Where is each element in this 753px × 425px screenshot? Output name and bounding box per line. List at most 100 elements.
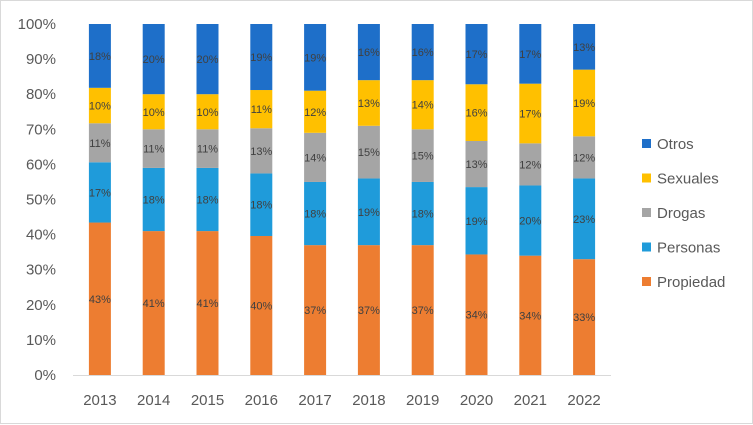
bar-segment-sexuales (88, 87, 111, 124)
data-label: 17% (465, 49, 487, 61)
data-label: 37% (304, 305, 326, 317)
data-label: 10% (143, 107, 165, 119)
y-tick-label: 30% (26, 262, 56, 279)
bar-segment-personas (465, 187, 488, 255)
data-label: 19% (250, 52, 272, 64)
legend-label-sexuales: Sexuales (657, 171, 719, 188)
data-label: 40% (250, 300, 272, 312)
data-label: 18% (304, 209, 326, 221)
bar-segment-otros (465, 24, 488, 85)
bar-segment-personas (88, 162, 111, 223)
legend: Otros Sexuales Drogas Personas Propiedad (642, 136, 725, 291)
x-axis: 2013 2014 2015 2016 2017 2018 2019 2020 2021 2022 (83, 392, 601, 409)
bar-segment-sexuales (142, 94, 165, 130)
bar-segment-drogas (88, 123, 111, 163)
data-label: 12% (573, 152, 595, 164)
x-tick-label: 2013 (83, 392, 116, 409)
data-label: 11% (197, 144, 218, 156)
bar-segment-propiedad (465, 254, 488, 375)
legend-swatch-sexuales (642, 173, 651, 183)
data-label: 19% (465, 216, 487, 228)
bar-segment-personas (250, 173, 273, 236)
x-tick-label: 2014 (137, 392, 170, 409)
bar-segment-drogas (573, 136, 596, 179)
bar-segment-otros (519, 24, 542, 84)
bar-segment-otros (196, 24, 219, 95)
data-label: 20% (143, 54, 165, 66)
bar-segment-propiedad (304, 245, 327, 375)
data-label: 33% (573, 312, 595, 324)
data-label: 11% (143, 144, 164, 156)
y-tick-label: 20% (26, 297, 56, 314)
data-label: 17% (89, 187, 111, 199)
data-label: 16% (358, 47, 380, 59)
x-tick-label: 2020 (460, 392, 493, 409)
bar-segment-drogas (465, 141, 488, 188)
data-label: 18% (196, 195, 218, 207)
data-label: 16% (465, 108, 487, 120)
bar-segment-otros (250, 24, 273, 91)
bar-segment-propiedad (519, 255, 542, 375)
data-label: 11% (251, 104, 272, 116)
data-label: 34% (519, 310, 541, 322)
data-label: 19% (304, 52, 326, 64)
bar-segment-sexuales (465, 84, 488, 141)
x-tick-label: 2019 (406, 392, 439, 409)
x-tick-label: 2021 (514, 392, 547, 409)
data-label: 17% (519, 49, 541, 61)
y-tick-label: 10% (26, 332, 56, 349)
bar-segment-propiedad (573, 259, 596, 375)
data-label: 13% (358, 98, 380, 110)
y-tick-label: 100% (18, 16, 56, 33)
data-label: 10% (89, 101, 111, 113)
bar-segment-otros (142, 24, 165, 95)
bar-segment-sexuales (304, 90, 327, 133)
bar-segment-propiedad (142, 231, 165, 375)
data-label: 14% (304, 152, 326, 164)
data-label: 12% (304, 107, 326, 119)
y-tick-label: 50% (26, 192, 56, 209)
data-label: 23% (573, 214, 595, 226)
bars: 43% 17% 11% 10% 18% 41% 18% 11% 10% 20% 41% 18% 11% 1… (89, 24, 595, 375)
bar-segment-otros (573, 24, 596, 70)
data-label: 14% (412, 100, 434, 112)
bar-segment-otros (88, 24, 111, 88)
data-label: 37% (412, 305, 434, 317)
bar-segment-drogas (142, 129, 165, 168)
data-label: 18% (412, 209, 434, 221)
data-label: 11% (89, 138, 110, 150)
bar-segment-otros (411, 24, 434, 81)
y-tick-label: 0% (34, 367, 56, 384)
bar-segment-propiedad (88, 222, 111, 375)
bar-segment-propiedad (196, 231, 219, 375)
bar-segment-sexuales (250, 90, 273, 129)
x-tick-label: 2015 (191, 392, 224, 409)
bar-segment-drogas (196, 129, 219, 168)
bar-segment-drogas (411, 129, 434, 182)
data-label: 19% (358, 207, 380, 219)
data-label: 34% (465, 310, 487, 322)
legend-swatch-drogas (642, 208, 651, 217)
legend-swatch-otros (642, 139, 651, 148)
data-label: 10% (196, 107, 218, 119)
legend-swatch-propiedad (642, 277, 651, 286)
bar-segment-sexuales (573, 69, 596, 137)
bar-segment-propiedad (357, 245, 380, 375)
bar-segment-sexuales (196, 94, 219, 130)
bar-segment-drogas (357, 125, 380, 179)
data-label: 37% (358, 305, 380, 317)
data-label: 20% (196, 54, 218, 66)
legend-label-propiedad: Propiedad (657, 274, 725, 291)
data-label: 15% (412, 151, 434, 163)
y-axis: 0% 10% 20% 30% 40% 50% 60% 70% 80% 90% 100% (18, 16, 611, 384)
data-label: 18% (250, 200, 272, 212)
y-tick-label: 80% (26, 86, 56, 103)
legend-label-personas: Personas (657, 240, 720, 257)
data-label: 13% (465, 159, 487, 171)
y-tick-label: 70% (26, 121, 56, 138)
bar-segment-personas (142, 167, 165, 232)
data-label: 17% (519, 109, 541, 121)
bar-segment-otros (304, 24, 327, 91)
